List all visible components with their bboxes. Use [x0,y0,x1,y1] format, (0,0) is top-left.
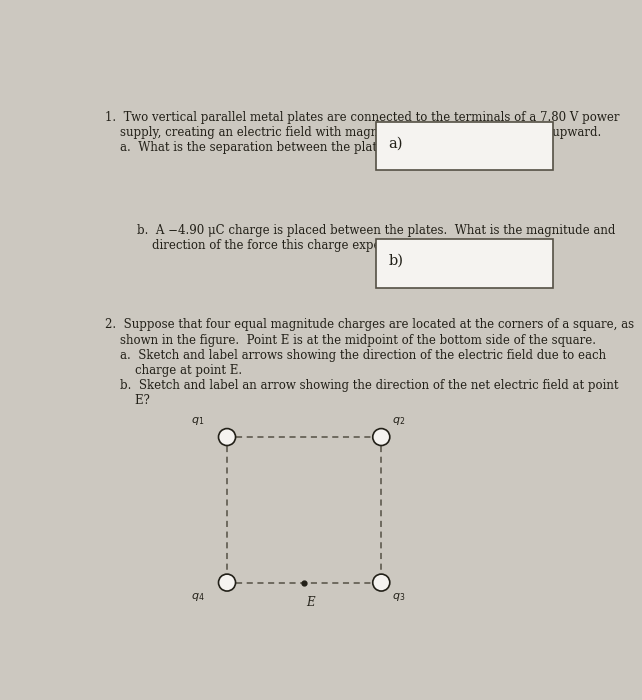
Text: $q_4$: $q_4$ [191,591,205,603]
Text: a.  Sketch and label arrows showing the direction of the electric field due to e: a. Sketch and label arrows showing the d… [105,349,606,362]
Text: a): a) [389,136,403,150]
FancyBboxPatch shape [376,239,553,288]
Text: $q_3$: $q_3$ [392,591,405,603]
Text: +: + [223,578,231,587]
Text: charge at point E.: charge at point E. [105,364,242,377]
FancyBboxPatch shape [376,122,553,170]
Ellipse shape [218,428,236,445]
Text: +: + [223,432,231,442]
Text: 2.  Suppose that four equal magnitude charges are located at the corners of a sq: 2. Suppose that four equal magnitude cha… [105,318,634,332]
Ellipse shape [218,574,236,591]
Text: +: + [377,578,385,587]
Text: b): b) [389,254,404,268]
Text: −: − [377,432,385,442]
Text: b.  A −4.90 μC charge is placed between the plates.  What is the magnitude and: b. A −4.90 μC charge is placed between t… [137,224,616,237]
Text: shown in the figure.  Point E is at the midpoint of the bottom side of the squar: shown in the figure. Point E is at the m… [105,334,596,346]
Text: $q_1$: $q_1$ [191,416,204,428]
Ellipse shape [373,574,390,591]
Text: 1.  Two vertical parallel metal plates are connected to the terminals of a 7.80 : 1. Two vertical parallel metal plates ar… [105,111,620,124]
Ellipse shape [373,428,390,445]
Text: direction of the force this charge experiences?: direction of the force this charge exper… [137,239,431,252]
Text: a.  What is the separation between the plates?: a. What is the separation between the pl… [105,141,396,154]
Text: E?: E? [105,394,150,407]
Text: b.  Sketch and label an arrow showing the direction of the net electric field at: b. Sketch and label an arrow showing the… [105,379,619,392]
Text: E: E [307,596,315,609]
Text: $q_2$: $q_2$ [392,416,405,428]
Text: supply, creating an electric field with magnitude 1280 V/m and directed upward.: supply, creating an electric field with … [105,126,602,139]
